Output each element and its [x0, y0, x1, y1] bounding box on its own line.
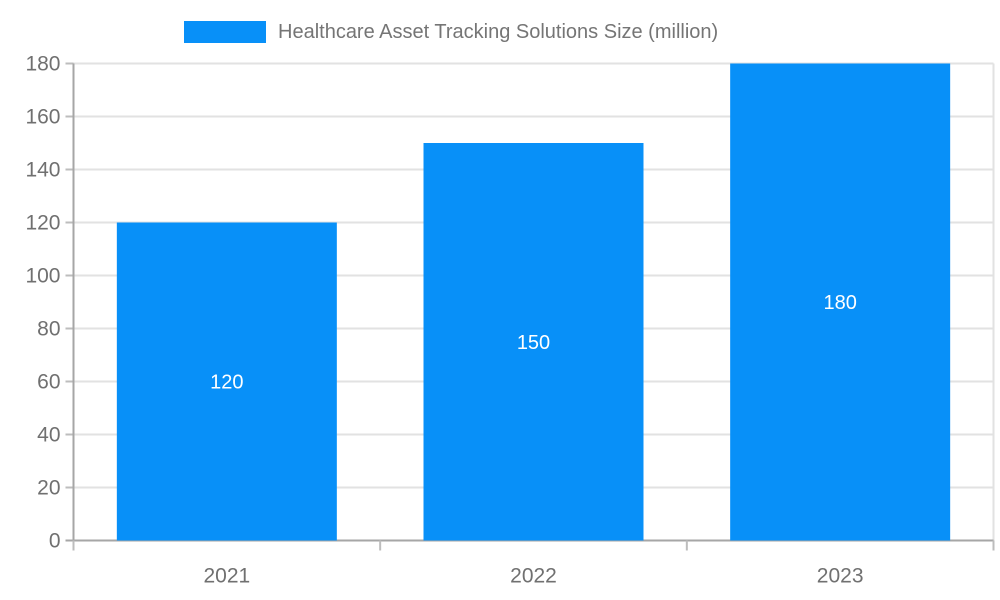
- x-tick-label: 2022: [510, 565, 557, 588]
- bar: [730, 63, 951, 541]
- legend-item[interactable]: Healthcare Asset Tracking Solutions Size…: [184, 21, 718, 43]
- x-tick-label: 2023: [817, 565, 864, 588]
- y-tick-label: 140: [25, 159, 60, 182]
- y-tick-label: 180: [25, 53, 60, 76]
- y-tick-label: 40: [37, 424, 60, 447]
- y-tick-label: 80: [37, 318, 60, 341]
- y-tick-label: 60: [37, 371, 60, 394]
- bar-value-label: 180: [823, 292, 856, 314]
- y-tick-label: 20: [37, 477, 60, 500]
- legend-swatch[interactable]: [184, 21, 266, 43]
- bar: [116, 222, 337, 541]
- y-tick-label: 100: [25, 265, 60, 288]
- bar: [423, 143, 644, 541]
- y-tick-label: 120: [25, 212, 60, 235]
- bar-value-label: 120: [210, 372, 243, 394]
- y-tick-label: 0: [49, 530, 61, 553]
- bar-value-label: 150: [517, 332, 550, 354]
- y-tick-label: 160: [25, 106, 60, 129]
- x-tick-label: 2021: [203, 565, 250, 588]
- legend-label: Healthcare Asset Tracking Solutions Size…: [278, 21, 719, 43]
